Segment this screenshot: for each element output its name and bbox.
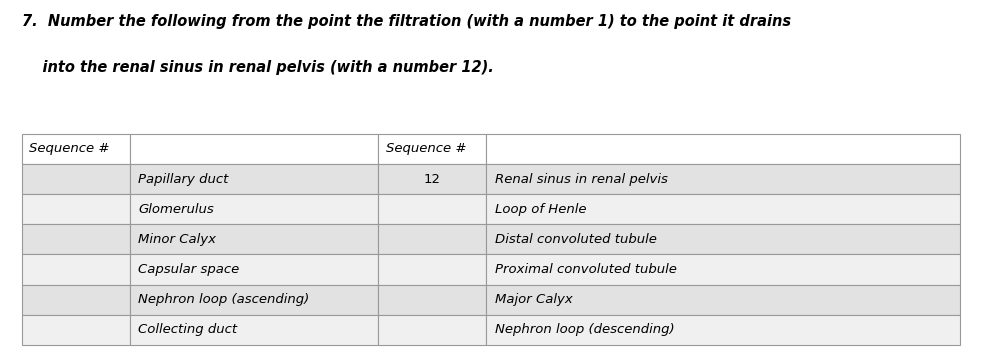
Bar <box>486 134 960 164</box>
Text: Nephron loop (ascending): Nephron loop (ascending) <box>138 293 309 306</box>
Text: Collecting duct: Collecting duct <box>138 323 238 337</box>
Bar <box>130 164 378 194</box>
Bar <box>378 134 486 164</box>
Bar <box>486 164 960 194</box>
Bar <box>22 134 130 164</box>
Text: Nephron loop (descending): Nephron loop (descending) <box>495 323 675 337</box>
Bar <box>130 224 378 254</box>
Bar <box>486 315 960 345</box>
Text: Renal sinus in renal pelvis: Renal sinus in renal pelvis <box>495 172 668 186</box>
Bar <box>22 315 130 345</box>
Bar <box>22 285 130 315</box>
Text: Capsular space: Capsular space <box>138 263 240 276</box>
Text: Major Calyx: Major Calyx <box>495 293 573 306</box>
Bar <box>22 254 130 285</box>
Text: Glomerulus: Glomerulus <box>138 203 214 216</box>
Text: Sequence #: Sequence # <box>386 142 466 155</box>
Bar <box>486 194 960 224</box>
Text: Papillary duct: Papillary duct <box>138 172 229 186</box>
Bar <box>378 194 486 224</box>
Bar <box>378 164 486 194</box>
Bar <box>378 315 486 345</box>
Bar <box>486 285 960 315</box>
Bar <box>22 224 130 254</box>
Bar <box>378 285 486 315</box>
Bar <box>486 224 960 254</box>
Bar <box>130 315 378 345</box>
Text: into the renal sinus in renal pelvis (with a number 12).: into the renal sinus in renal pelvis (wi… <box>22 60 493 75</box>
Bar <box>378 254 486 285</box>
Text: Minor Calyx: Minor Calyx <box>138 233 216 246</box>
Text: Sequence #: Sequence # <box>29 142 110 155</box>
Bar <box>130 254 378 285</box>
Bar <box>378 224 486 254</box>
Bar <box>130 134 378 164</box>
Text: Distal convoluted tubule: Distal convoluted tubule <box>495 233 657 246</box>
Text: Loop of Henle: Loop of Henle <box>495 203 586 216</box>
Bar <box>486 254 960 285</box>
Bar <box>22 164 130 194</box>
Text: Proximal convoluted tubule: Proximal convoluted tubule <box>495 263 677 276</box>
Text: 12: 12 <box>424 172 441 186</box>
Bar <box>130 285 378 315</box>
Bar <box>22 194 130 224</box>
Text: 7.  Number the following from the point the filtration (with a number 1) to the : 7. Number the following from the point t… <box>22 14 791 29</box>
Bar <box>130 194 378 224</box>
